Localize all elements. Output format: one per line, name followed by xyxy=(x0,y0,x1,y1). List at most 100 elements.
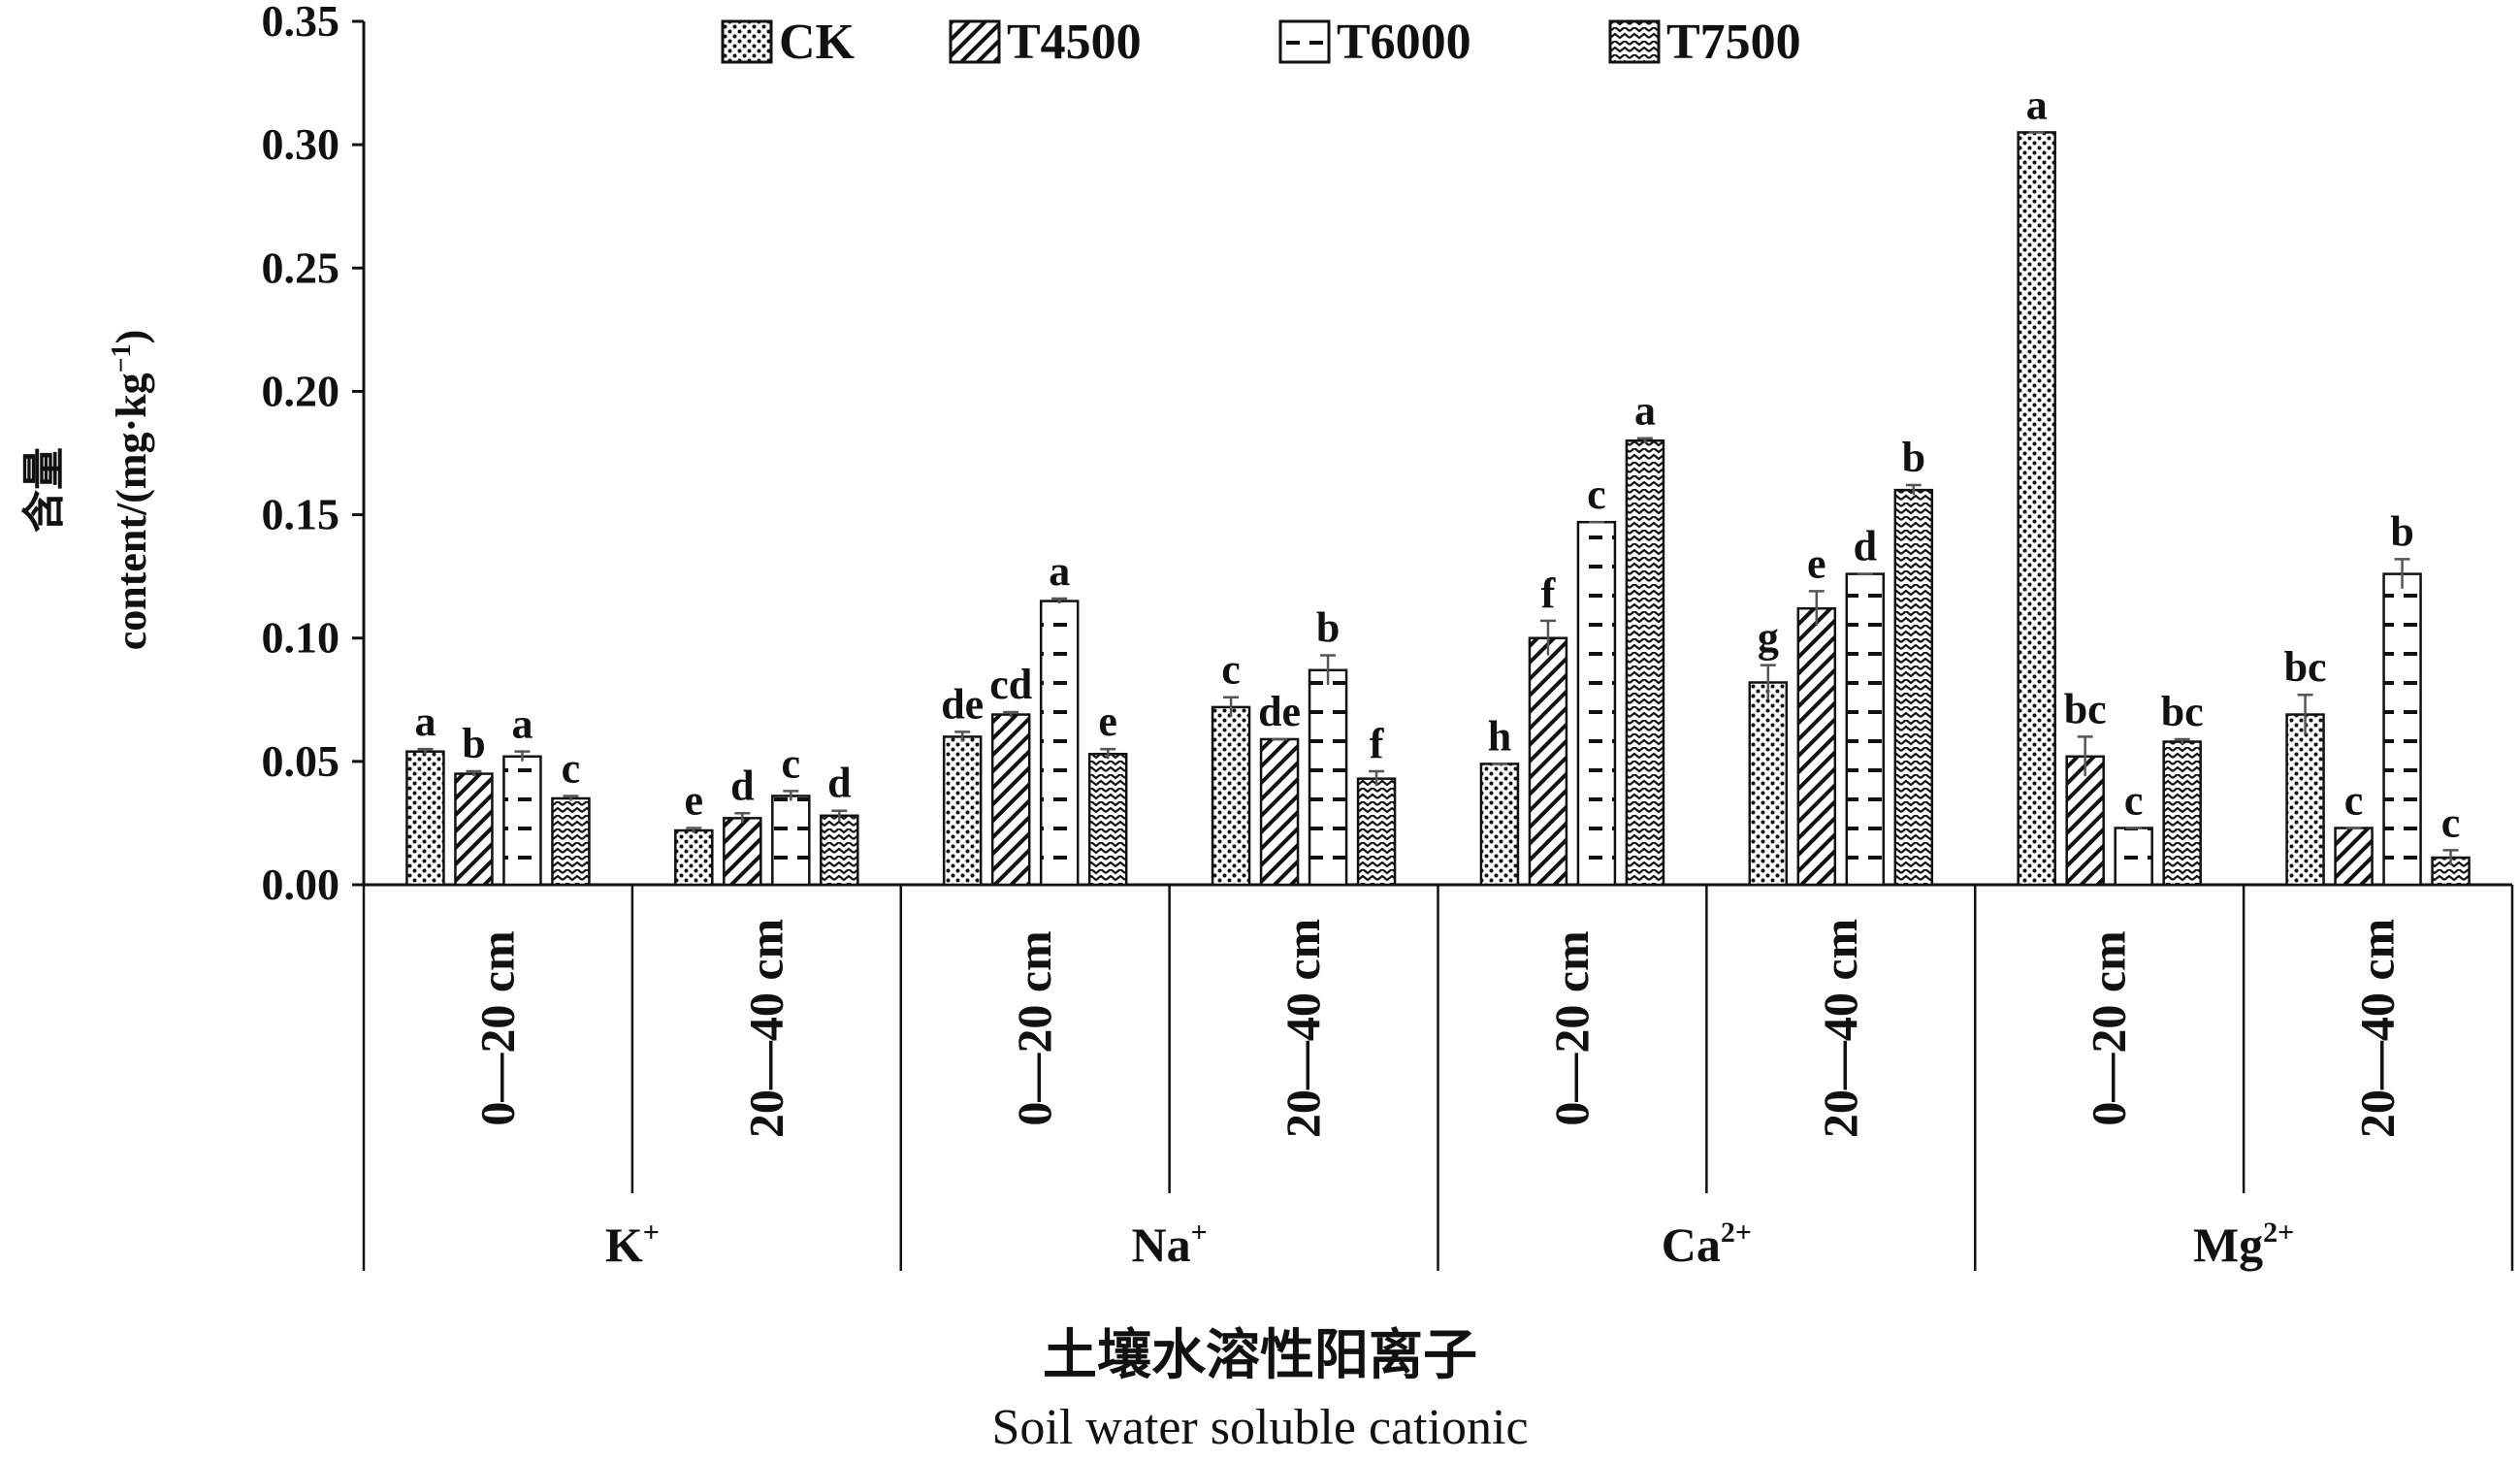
bar-ck xyxy=(2017,131,2056,887)
y-tick-label: 0.25 xyxy=(262,243,340,292)
significance-letter: a xyxy=(511,700,533,748)
legend-swatch-t6000 xyxy=(1278,19,1331,64)
significance-letter: f xyxy=(1370,720,1385,767)
significance-letter: d xyxy=(730,762,754,809)
depth-label: 20—40 cm xyxy=(1276,919,1330,1138)
bar-t7500 xyxy=(551,796,591,887)
bar-ck xyxy=(942,735,983,887)
y-ticks: 0.00 0.05 0.10 0.15 0.20 0.25 0.30 0.35 xyxy=(262,0,364,909)
legend-label-ck: CK xyxy=(779,15,856,70)
significance-letter: c xyxy=(2344,777,2364,825)
significance-letter: b xyxy=(462,720,485,767)
bars xyxy=(405,131,2471,887)
bar-t6000 xyxy=(502,755,542,887)
significance-letter: c xyxy=(1587,471,1606,518)
significance-letter: b xyxy=(1902,434,1925,481)
x-label-english: Soil water soluble cationic xyxy=(991,1400,1529,1455)
depth-label: 20—40 cm xyxy=(1813,919,1867,1138)
y-tick-label: 0.35 xyxy=(262,0,340,46)
significance-letter: d xyxy=(827,760,851,807)
legend-label-t4500: T4500 xyxy=(1007,15,1142,70)
depth-label: 0—20 cm xyxy=(1007,930,1061,1125)
significance-letter: c xyxy=(2124,777,2144,825)
bar-t4500 xyxy=(2065,755,2105,887)
bar-t4500 xyxy=(2334,827,2374,887)
ion-label: Mg2+ xyxy=(2193,1217,2294,1272)
y-tick-label: 0.00 xyxy=(262,860,340,909)
bar-t7500 xyxy=(2162,740,2202,887)
bar-t4500 xyxy=(1259,737,1300,887)
bar-t4500 xyxy=(1796,606,1837,887)
bar-t4500 xyxy=(990,713,1031,887)
significance-letter: a xyxy=(1634,387,1656,435)
bar-t6000 xyxy=(2382,572,2422,887)
legend-swatch-t4500 xyxy=(949,19,1001,64)
ion-label: K+ xyxy=(605,1217,660,1272)
legend: CK T4500 T6000 T7500 xyxy=(721,15,1801,70)
bar-ck xyxy=(1748,681,1789,887)
bar-t4500 xyxy=(1528,636,1568,887)
significance-letter: b xyxy=(2390,507,2413,555)
depth-label: 20—40 cm xyxy=(738,919,792,1138)
bar-t7500 xyxy=(1356,777,1397,887)
y-label-english: content/(mg·kg−1) xyxy=(107,330,155,651)
depth-label: 0—20 cm xyxy=(2082,930,2136,1125)
bar-ck xyxy=(2285,713,2325,887)
bar-t7500 xyxy=(1625,439,1665,887)
significance-letter: bc xyxy=(2064,685,2107,732)
bar-t4500 xyxy=(723,817,762,887)
significance-letter: cd xyxy=(989,661,1032,708)
significance-letter: c xyxy=(782,739,801,787)
legend-label-t7500: T7500 xyxy=(1666,15,1801,70)
y-tick-label: 0.10 xyxy=(262,613,340,663)
significance-letter: de xyxy=(941,680,984,728)
significance-letter: e xyxy=(1807,539,1826,587)
depth-label: 20—40 cm xyxy=(2350,919,2405,1138)
y-tick-label: 0.05 xyxy=(262,736,340,786)
significance-letter: c xyxy=(1221,646,1241,694)
bar-t7500 xyxy=(820,814,859,887)
ion-label: Ca2+ xyxy=(1662,1217,1752,1272)
bar-t4500 xyxy=(454,772,494,887)
bar-t7500 xyxy=(1893,488,1934,887)
significance-letter: a xyxy=(414,698,436,745)
bar-t6000 xyxy=(1308,668,1348,887)
ion-labels: K+ Na+ Ca2+ Mg2+ xyxy=(605,1217,2294,1272)
significance-letter: f xyxy=(1541,569,1557,617)
x-label-chinese: 土壤水溶性阳离子 xyxy=(1043,1326,1477,1386)
y-tick-label: 0.30 xyxy=(262,119,340,169)
y-tick-label: 0.15 xyxy=(262,490,340,539)
bar-ck xyxy=(405,750,445,887)
y-label-text: content/(mg·kg xyxy=(108,373,155,650)
depth-labels: 0—20 cm 20—40 cm 0—20 cm 20—40 cm 0—20 cm 20—… xyxy=(469,919,2404,1138)
bar-ck xyxy=(674,828,714,887)
significance-letter: h xyxy=(1488,712,1511,760)
bar-t6000 xyxy=(1576,520,1617,887)
significance-letter: b xyxy=(1316,604,1340,652)
significance-letter: bc xyxy=(2284,643,2327,691)
y-label-close: ) xyxy=(108,330,155,344)
y-label-superscript: −1 xyxy=(107,343,137,373)
legend-swatch-ck xyxy=(721,19,773,64)
bar-t6000 xyxy=(771,795,811,887)
depth-label: 0—20 cm xyxy=(469,930,524,1125)
depth-label: 0—20 cm xyxy=(1544,930,1599,1125)
y-tick-label: 0.20 xyxy=(262,366,340,415)
group-separators xyxy=(362,885,2514,1271)
significance-letter: a xyxy=(1049,547,1070,595)
significance-letter: de xyxy=(1258,688,1301,735)
significance-letter: g xyxy=(1758,614,1779,662)
bar-ck xyxy=(1479,763,1520,887)
bar-t6000 xyxy=(2114,827,2153,887)
ion-label: Na+ xyxy=(1132,1217,1208,1272)
bar-t7500 xyxy=(1087,752,1128,887)
legend-swatch-t7500 xyxy=(1608,19,1661,64)
significance-letter: e xyxy=(1098,698,1117,745)
significance-letter: bc xyxy=(2161,688,2204,735)
significance-letter: c xyxy=(2441,798,2461,846)
significance-letter: c xyxy=(562,744,581,792)
bar-t6000 xyxy=(1039,600,1080,887)
